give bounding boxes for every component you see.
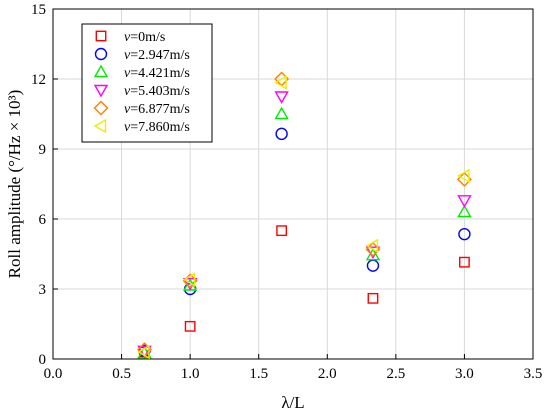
data-point	[182, 272, 196, 287]
data-point	[457, 168, 470, 184]
data-point	[365, 238, 379, 254]
data-point	[137, 345, 152, 359]
data-points	[136, 71, 472, 360]
y-tick-label: 15	[31, 2, 46, 18]
data-point	[366, 259, 380, 272]
data-point	[367, 292, 379, 304]
data-point	[458, 227, 471, 241]
legend-label: v=5.403m/s	[124, 84, 190, 99]
x-tick-label: 2.5	[386, 366, 405, 382]
x-axis-label: λ/L	[281, 393, 304, 412]
y-tick-label: 12	[31, 72, 46, 88]
data-point	[457, 195, 472, 208]
legend-marker	[93, 118, 107, 134]
y-tick-label: 6	[39, 212, 47, 228]
legend-marker	[95, 30, 107, 42]
x-tick-label: 0.0	[44, 366, 63, 382]
legend-marker	[94, 47, 108, 61]
legend: v=0m/s v=2.947m/s v=4.421m/s v=5.403m/s v=6.…	[81, 23, 213, 143]
data-point	[274, 91, 289, 104]
y-tick-label: 3	[39, 282, 47, 298]
y-axis-label: Roll amplitude (°/Hz × 10³)	[5, 90, 24, 279]
data-point	[274, 106, 289, 120]
y-tick-label: 9	[39, 142, 47, 158]
data-point	[276, 225, 288, 237]
legend-marker	[93, 100, 109, 116]
legend-label: v=7.860m/s	[124, 120, 190, 135]
x-tick-label: 0.5	[112, 366, 131, 382]
legend-marker	[93, 64, 109, 78]
legend-label: v=0m/s	[124, 30, 165, 45]
legend-label: v=4.421m/s	[124, 66, 190, 81]
x-tick-label: 2.0	[318, 366, 337, 382]
axis-ticks: 0.0 0.5 1.0 1.5 2.0 2.5 3.0 3.5 0 3 6 9 12 15	[31, 2, 542, 382]
data-point	[459, 256, 470, 268]
data-point	[184, 320, 196, 332]
legend-box	[81, 23, 213, 143]
data-point	[457, 204, 472, 218]
legend-label: v=6.877m/s	[124, 102, 190, 117]
x-tick-label: 1.5	[249, 366, 268, 382]
x-tick-label: 1.0	[181, 366, 200, 382]
data-point	[275, 127, 288, 141]
y-tick-label: 0	[39, 352, 47, 368]
plot-frame	[52, 8, 534, 360]
data-point	[274, 75, 287, 90]
x-tick-label: 3.5	[524, 366, 543, 382]
data-point	[365, 247, 381, 261]
x-tick-label: 3.0	[455, 366, 474, 382]
legend-label: v=2.947m/s	[124, 48, 190, 63]
legend-marker	[93, 84, 109, 98]
data-point	[137, 344, 150, 360]
